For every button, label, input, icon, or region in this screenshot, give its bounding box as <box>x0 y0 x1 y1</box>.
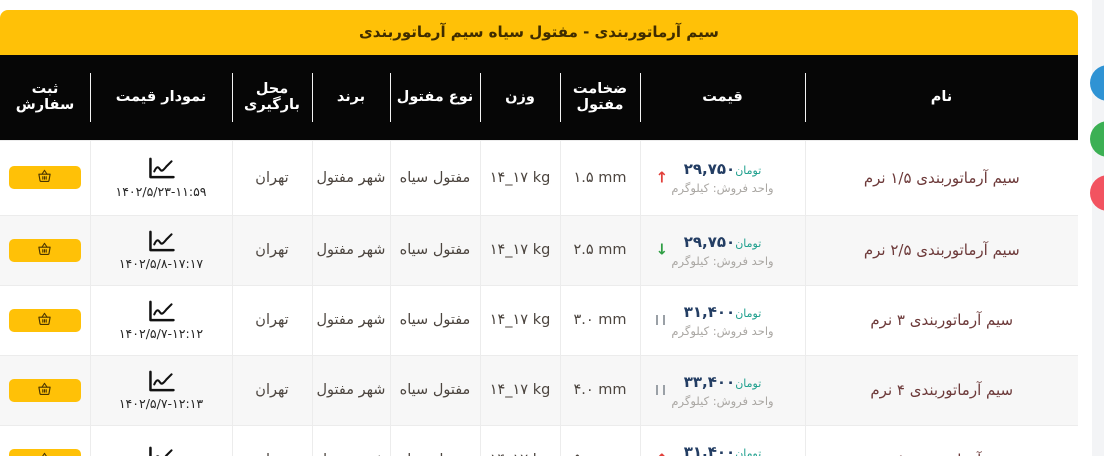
price-value: ۳۱,۴۰۰ <box>683 442 736 456</box>
basket-icon <box>37 169 52 186</box>
product-name-link[interactable]: سیم آرماتوربندی ۵ نرم <box>870 451 1013 456</box>
add-to-basket-button[interactable] <box>8 308 81 332</box>
add-to-basket-button[interactable] <box>8 378 81 402</box>
brand-value: شهر مفتول <box>311 284 391 356</box>
price-value: ۲۹,۷۵۰ <box>683 232 736 251</box>
price-chart-icon[interactable] <box>146 230 176 257</box>
column-header-price: قیمت <box>640 55 805 140</box>
currency-label: تومان <box>735 376 762 390</box>
weight-value: ۱۴_۱۷ kg <box>479 214 561 286</box>
product-name-link[interactable]: سیم آرماتوربندی ۴ نرم <box>870 381 1014 399</box>
location-value: تهران <box>231 354 313 426</box>
product-name-link[interactable]: سیم آرماتوربندی ۱/۵ نرم <box>863 168 1020 187</box>
location-value: تهران <box>231 284 313 356</box>
brand-value: شهر مفتول <box>311 139 391 216</box>
add-to-basket-button[interactable] <box>8 238 81 262</box>
price-chart-icon[interactable] <box>146 370 176 397</box>
table-row: سیم آرماتوربندی ۱/۵ نرم ۲۹,۷۵۰تومان واحد… <box>0 139 1079 216</box>
floating-action-button-red[interactable] <box>1090 175 1104 211</box>
chart-date: ۱۴۰۲/۵/۷-۱۲:۱۲ <box>118 326 204 341</box>
price-value: ۲۹,۷۵۰ <box>683 160 736 178</box>
table-row: سیم آرماتوربندی ۲/۵ نرم ۲۹,۷۵۰تومان واحد… <box>0 214 1079 286</box>
sell-unit-label: واحد فروش: کیلوگرم <box>671 323 774 338</box>
currency-label: تومان <box>735 446 762 456</box>
brand-value: شهر مفتول <box>311 354 391 426</box>
basket-icon <box>37 452 52 456</box>
sell-unit-label: واحد فروش: کیلوگرم <box>671 181 774 195</box>
thickness-value: ۲.۵ mm <box>559 214 641 286</box>
column-header-order: ثبت سفارش <box>0 55 90 140</box>
table-header-row: نام قیمت ضخامت مفتول وزن نوع مفتول برند … <box>0 55 1078 140</box>
weight-value: ۱۴_۱۷ kg <box>479 424 561 456</box>
currency-label: تومان <box>735 236 762 250</box>
price-value: ۳۳,۴۰۰ <box>683 372 736 391</box>
products-table: نام قیمت ضخامت مفتول وزن نوع مفتول برند … <box>0 55 1079 456</box>
right-edge-strip <box>1092 0 1104 456</box>
column-header-wire-type: نوع مفتول <box>390 55 480 140</box>
location-value: تهران <box>231 139 313 216</box>
price-steady-icon <box>655 385 665 395</box>
price-steady-icon <box>655 315 665 325</box>
brand-value: شهر مفتول <box>311 214 391 286</box>
weight-value: ۱۴_۱۷ kg <box>479 284 561 356</box>
thickness-value: ۵.۰ mm <box>559 424 641 456</box>
chart-date: ۱۴۰۲/۵/۲۳-۱۱:۵۹ <box>115 183 207 199</box>
brand-value: شهر مفتول <box>311 424 391 456</box>
wire-type-value: مفتول سیاه <box>389 354 481 426</box>
column-header-name: نام <box>805 55 1078 140</box>
floating-action-button-blue[interactable] <box>1090 65 1104 101</box>
thickness-value: ۳.۰ mm <box>559 284 641 356</box>
location-value: تهران <box>231 214 313 286</box>
product-name-link[interactable]: سیم آرماتوربندی ۲/۵ نرم <box>863 241 1020 259</box>
currency-label: تومان <box>735 164 762 177</box>
weight-value: ۱۴_۱۷ kg <box>479 139 561 216</box>
table-row: سیم آرماتوربندی ۴ نرم ۳۳,۴۰۰تومان واحد ف… <box>0 354 1079 426</box>
column-header-brand: برند <box>312 55 390 140</box>
location-value: تهران <box>231 424 313 456</box>
table-row: سیم آرماتوربندی ۵ نرم ۳۱,۴۰۰تومان واحد ف… <box>0 424 1079 456</box>
product-name-link[interactable]: سیم آرماتوربندی ۳ نرم <box>870 311 1014 329</box>
sell-unit-label: واحد فروش: کیلوگرم <box>671 253 774 268</box>
wire-type-value: مفتول سیاه <box>389 284 481 356</box>
column-header-thickness: ضخامت مفتول <box>560 55 640 140</box>
basket-icon <box>37 242 52 259</box>
basket-icon <box>37 312 52 329</box>
column-header-weight: وزن <box>480 55 560 140</box>
chart-date: ۱۴۰۲/۵/۷-۱۲:۱۳ <box>118 396 204 411</box>
page-title: سیم آرماتوربندی - مفتول سیاه سیم آرماتور… <box>0 10 1078 55</box>
main-content: سیم آرماتوربندی - مفتول سیاه سیم آرماتور… <box>0 10 1079 456</box>
add-to-basket-button[interactable] <box>8 448 81 456</box>
weight-value: ۱۴_۱۷ kg <box>479 354 561 426</box>
price-value: ۳۱,۴۰۰ <box>683 302 736 321</box>
add-to-basket-button[interactable] <box>8 166 81 189</box>
wire-type-value: مفتول سیاه <box>389 139 481 216</box>
wire-type-value: مفتول سیاه <box>389 424 481 456</box>
price-up-icon <box>656 170 669 185</box>
column-header-location: محل بارگیری <box>232 55 312 140</box>
table-row: سیم آرماتوربندی ۳ نرم ۳۱,۴۰۰تومان واحد ف… <box>0 284 1079 356</box>
basket-icon <box>37 382 52 399</box>
price-chart-icon[interactable] <box>146 157 176 184</box>
floating-action-button-green[interactable] <box>1090 121 1104 157</box>
currency-label: تومان <box>735 306 762 320</box>
thickness-value: ۱.۵ mm <box>559 139 641 216</box>
price-chart-icon[interactable] <box>146 446 176 456</box>
price-chart-icon[interactable] <box>146 300 176 327</box>
sell-unit-label: واحد فروش: کیلوگرم <box>671 393 774 408</box>
column-header-chart: نمودار قیمت <box>90 55 232 140</box>
price-down-icon <box>656 243 669 258</box>
chart-date: ۱۴۰۲/۵/۸-۱۷:۱۷ <box>118 256 204 271</box>
thickness-value: ۴.۰ mm <box>559 354 641 426</box>
wire-type-value: مفتول سیاه <box>389 214 481 286</box>
